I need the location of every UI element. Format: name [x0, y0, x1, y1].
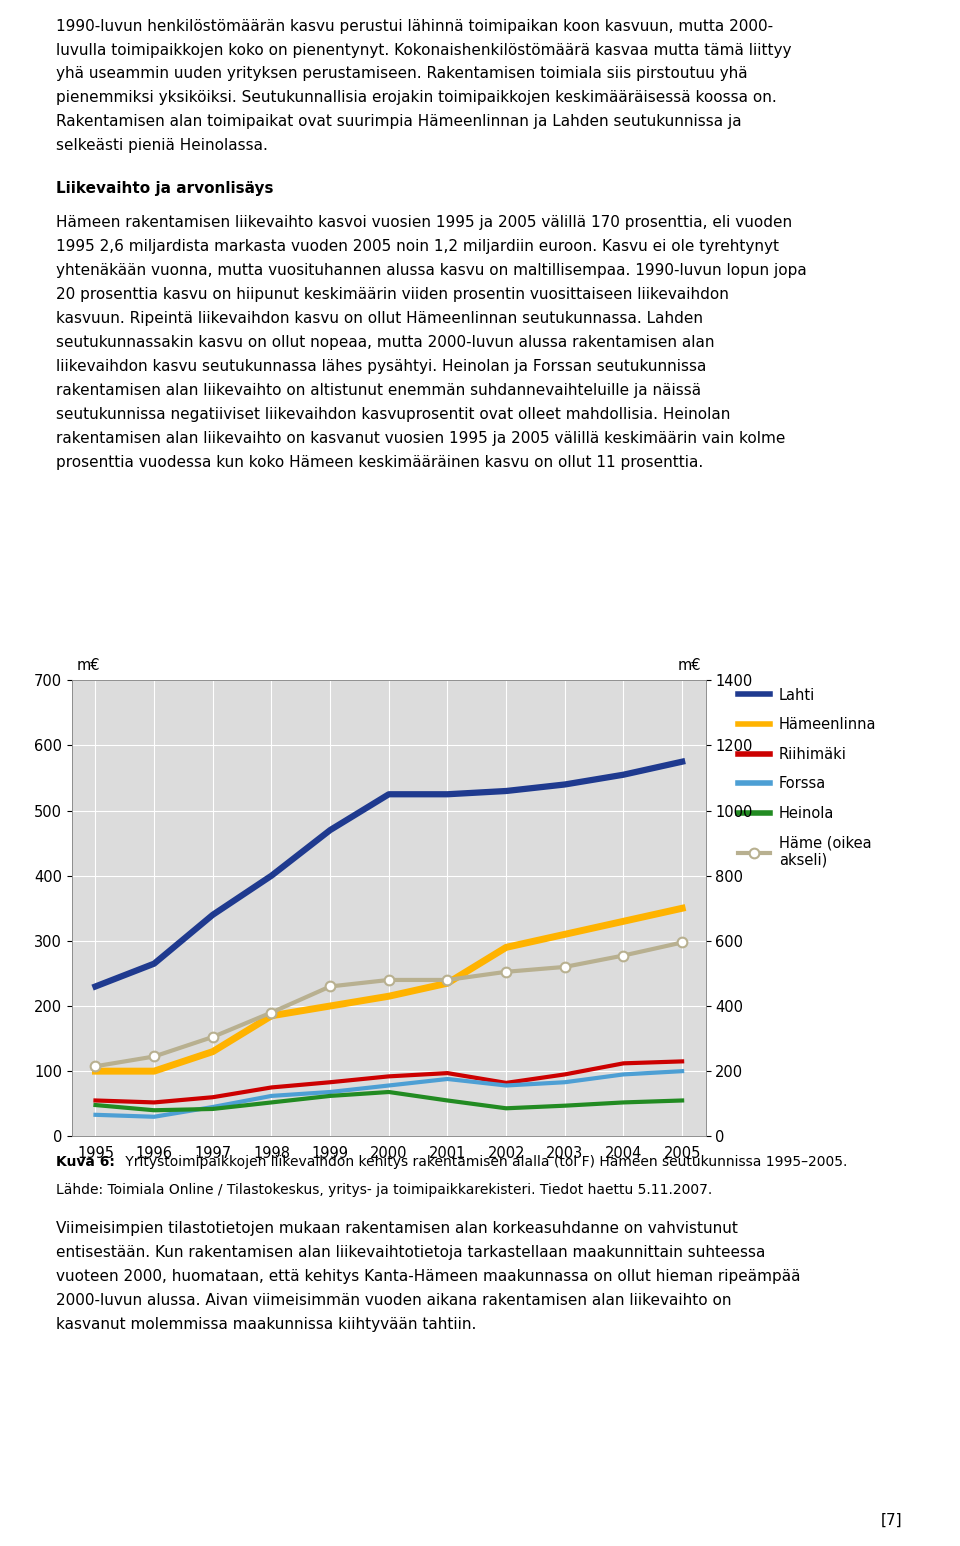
Text: liikevaihdon kasvu seutukunnassa lähes pysähtyi. Heinolan ja Forssan seutukunnis: liikevaihdon kasvu seutukunnassa lähes p…: [56, 359, 706, 374]
Text: rakentamisen alan liikevaihto on kasvanut vuosien 1995 ja 2005 välillä keskimäär: rakentamisen alan liikevaihto on kasvanu…: [56, 430, 785, 445]
Text: 1990-luvun henkilöstömäärän kasvu perustui lähinnä toimipaikan koon kasvuun, mut: 1990-luvun henkilöstömäärän kasvu perust…: [56, 19, 773, 34]
Text: rakentamisen alan liikevaihto on altistunut enemmän suhdannevaihteluille ja näis: rakentamisen alan liikevaihto on altistu…: [56, 382, 701, 397]
Text: luvulla toimipaikkojen koko on pienentynyt. Kokonaishenkilöstömäärä kasvaa mutta: luvulla toimipaikkojen koko on pienentyn…: [56, 42, 791, 57]
Text: yhtenäkään vuonna, mutta vuosituhannen alussa kasvu on maltillisempaa. 1990-luvu: yhtenäkään vuonna, mutta vuosituhannen a…: [56, 263, 806, 278]
Text: m€: m€: [77, 657, 100, 673]
Text: Viimeisimpien tilastotietojen mukaan rakentamisen alan korkeasuhdanne on vahvist: Viimeisimpien tilastotietojen mukaan rak…: [56, 1221, 737, 1237]
Text: seutukunnassakin kasvu on ollut nopeaa, mutta 2000-luvun alussa rakentamisen ala: seutukunnassakin kasvu on ollut nopeaa, …: [56, 335, 714, 349]
Text: yhä useammin uuden yrityksen perustamiseen. Rakentamisen toimiala siis pirstoutu: yhä useammin uuden yrityksen perustamise…: [56, 66, 747, 82]
Text: Rakentamisen alan toimipaikat ovat suurimpia Hämeenlinnan ja Lahden seutukunniss: Rakentamisen alan toimipaikat ovat suuri…: [56, 114, 741, 130]
Legend: Lahti, Hämeenlinna, Riihimäki, Forssa, Heinola, Häme (oikea
akseli): Lahti, Hämeenlinna, Riihimäki, Forssa, H…: [738, 688, 876, 867]
Text: kasvanut molemmissa maakunnissa kiihtyvään tahtiin.: kasvanut molemmissa maakunnissa kiihtyvä…: [56, 1317, 476, 1333]
Text: selkeästi pieniä Heinolassa.: selkeästi pieniä Heinolassa.: [56, 138, 268, 153]
Text: entisestään. Kun rakentamisen alan liikevaihtotietoja tarkastellaan maakunnittai: entisestään. Kun rakentamisen alan liike…: [56, 1246, 765, 1260]
Text: 1995 2,6 miljardista markasta vuoden 2005 noin 1,2 miljardiin euroon. Kasvu ei o: 1995 2,6 miljardista markasta vuoden 200…: [56, 238, 779, 254]
Text: Hämeen rakentamisen liikevaihto kasvoi vuosien 1995 ja 2005 välillä 170 prosentt: Hämeen rakentamisen liikevaihto kasvoi v…: [56, 215, 792, 230]
Text: 20 prosenttia kasvu on hiipunut keskimäärin viiden prosentin vuosittaiseen liike: 20 prosenttia kasvu on hiipunut keskimää…: [56, 286, 729, 301]
Text: Yritystoimipaikkojen liikevaihdon kehitys rakentamisen alalla (tol F) Hämeen seu: Yritystoimipaikkojen liikevaihdon kehity…: [121, 1155, 848, 1169]
Text: prosenttia vuodessa kun koko Hämeen keskimääräinen kasvu on ollut 11 prosenttia.: prosenttia vuodessa kun koko Hämeen kesk…: [56, 455, 703, 470]
Text: Kuva 6:: Kuva 6:: [56, 1155, 114, 1169]
Text: [7]: [7]: [880, 1512, 902, 1527]
Text: kasvuun. Ripeintä liikevaihdon kasvu on ollut Hämeenlinnan seutukunnassa. Lahden: kasvuun. Ripeintä liikevaihdon kasvu on …: [56, 311, 703, 326]
Text: pienemmiksi yksiköiksi. Seutukunnallisia erojakin toimipaikkojen keskimääräisess: pienemmiksi yksiköiksi. Seutukunnallisia…: [56, 90, 777, 105]
Text: m€: m€: [678, 657, 701, 673]
Text: vuoteen 2000, huomataan, että kehitys Kanta-Hämeen maakunnassa on ollut hieman r: vuoteen 2000, huomataan, että kehitys Ka…: [56, 1269, 801, 1285]
Text: Lähde: Toimiala Online / Tilastokeskus, yritys- ja toimipaikkarekisteri. Tiedot : Lähde: Toimiala Online / Tilastokeskus, …: [56, 1183, 712, 1197]
Text: Liikevaihto ja arvonlisäys: Liikevaihto ja arvonlisäys: [56, 181, 274, 196]
Text: seutukunnissa negatiiviset liikevaihdon kasvuprosentit ovat olleet mahdollisia. : seutukunnissa negatiiviset liikevaihdon …: [56, 407, 730, 422]
Text: 2000-luvun alussa. Aivan viimeisimmän vuoden aikana rakentamisen alan liikevaiht: 2000-luvun alussa. Aivan viimeisimmän vu…: [56, 1292, 732, 1308]
